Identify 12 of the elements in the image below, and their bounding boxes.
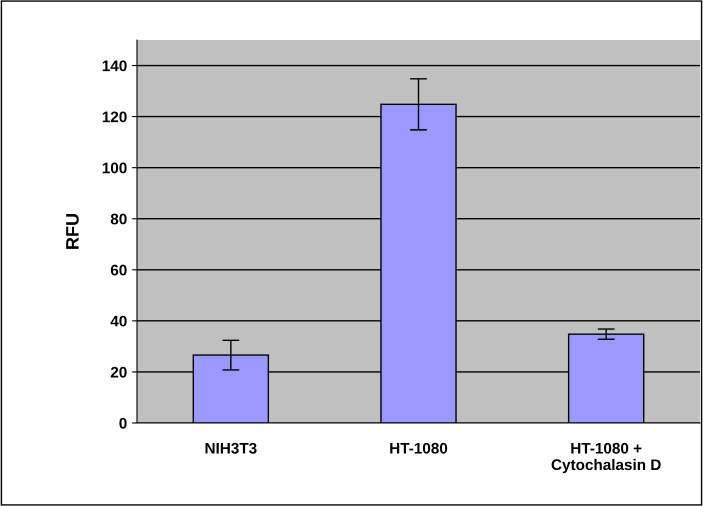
x-tick-label: HT-1080: [390, 442, 448, 454]
y-tick-label: 80: [110, 214, 127, 224]
y-tick-label: 20: [110, 366, 127, 378]
y-tick-label: 60: [110, 264, 127, 276]
y-tick-label: 100: [102, 162, 127, 174]
y-axis-title: RFU: [66, 214, 79, 249]
y-tick-label: 140: [102, 60, 127, 72]
y-tick-label: 120: [102, 111, 127, 122]
x-tick-label: NIH3T3: [206, 442, 257, 454]
y-tick-label: 40: [110, 316, 127, 327]
y-tick-label: 0: [119, 418, 127, 429]
x-tick-label: HT-1080 + Cytochalasin D: [552, 442, 661, 474]
